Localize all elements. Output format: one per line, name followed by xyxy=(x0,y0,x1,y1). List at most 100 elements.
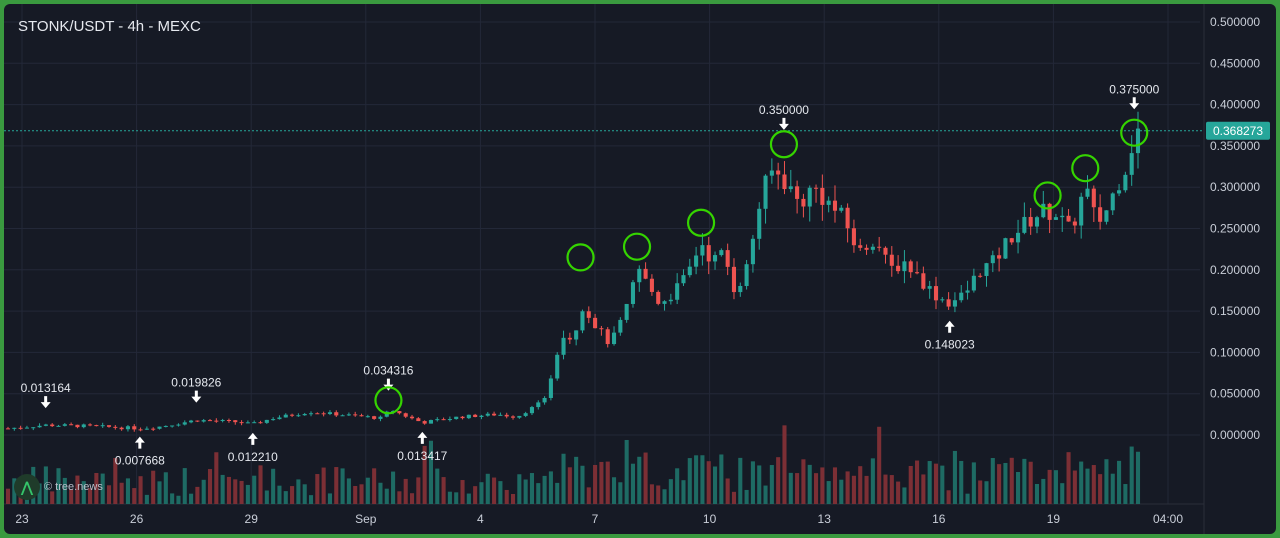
volume-bar xyxy=(94,473,99,504)
volume-bar xyxy=(662,489,667,504)
candle-body xyxy=(144,428,149,430)
candle-body xyxy=(656,291,661,304)
volume-bar xyxy=(1110,473,1115,504)
volume-bar xyxy=(763,485,768,504)
volume-bar xyxy=(428,440,434,504)
candle-body xyxy=(485,413,490,416)
volume-bar xyxy=(75,475,80,504)
volume-bar xyxy=(201,479,206,504)
volume-bar xyxy=(1085,468,1090,504)
candle-body xyxy=(599,328,604,330)
volume-bar xyxy=(542,475,547,504)
volume-bar xyxy=(252,475,257,504)
price-tick-label: 0.450000 xyxy=(1210,56,1260,70)
candle-body xyxy=(504,414,509,417)
candle-body xyxy=(1022,216,1027,233)
candle-body xyxy=(163,425,168,427)
volume-bar xyxy=(170,493,175,504)
price-annotation-label: 0.148023 xyxy=(925,338,975,352)
candle-body xyxy=(997,255,1002,259)
candle-body xyxy=(643,268,648,279)
volume-bar xyxy=(157,481,162,504)
candle-body xyxy=(1079,196,1084,226)
volume-bar xyxy=(498,481,503,504)
volume-bar xyxy=(365,477,370,504)
candle-body xyxy=(182,422,187,425)
price-annotation-label: 0.012210 xyxy=(228,450,278,464)
price-annotation-label: 0.007668 xyxy=(115,454,165,468)
time-tick-label: 4 xyxy=(477,512,484,526)
volume-bar xyxy=(1091,465,1096,504)
price-tick-label: 0.500000 xyxy=(1210,15,1260,29)
volume-bar xyxy=(422,445,427,504)
candle-body xyxy=(1104,210,1109,222)
candle-body xyxy=(593,317,598,329)
candle-body xyxy=(946,299,951,307)
candle-body xyxy=(1060,215,1065,218)
volume-bar xyxy=(997,464,1002,504)
volume-bar xyxy=(921,474,926,504)
candle-body xyxy=(207,420,213,422)
volume-bar xyxy=(807,464,812,504)
volume-bar xyxy=(18,493,23,504)
volume-bar xyxy=(207,469,213,504)
volume-bar xyxy=(1098,474,1103,504)
volume-bar xyxy=(946,490,951,504)
candlestick-chart[interactable]: 0.500000 0.450000 0.400000 0.350000 0.300000… xyxy=(4,4,1276,534)
candle-body xyxy=(1009,238,1014,243)
time-tick-label: 23 xyxy=(15,512,29,526)
arrow-up-icon xyxy=(134,436,145,449)
volume-bar xyxy=(750,461,755,504)
volume-bar xyxy=(694,455,699,504)
volume-bar xyxy=(858,466,863,504)
candle-body xyxy=(750,238,755,265)
volume-bar xyxy=(435,468,440,504)
candle-body xyxy=(125,426,130,430)
candle-body xyxy=(214,420,219,422)
candle-body xyxy=(933,286,939,301)
candle-body xyxy=(372,416,377,419)
volume-bar xyxy=(1066,452,1071,504)
price-tick-label: 0.350000 xyxy=(1210,139,1260,153)
candle-body xyxy=(498,414,503,416)
volume-bar xyxy=(618,482,623,504)
candle-body xyxy=(447,419,452,421)
volume-bar xyxy=(908,465,913,504)
time-tick-label: 04:00 xyxy=(1153,512,1183,526)
volume-bar xyxy=(1072,470,1077,504)
candle-body xyxy=(119,427,124,430)
candle-body xyxy=(959,292,964,301)
volume-bar xyxy=(712,466,718,504)
volume-bar xyxy=(870,458,875,504)
candle-body xyxy=(1072,221,1077,226)
candle-body xyxy=(5,428,11,430)
volume-bar xyxy=(687,458,692,504)
volume-bar xyxy=(233,479,238,504)
volume-bar xyxy=(1117,460,1122,504)
candle-body xyxy=(1117,190,1122,194)
volume-bar xyxy=(656,485,661,504)
time-tick-label: 29 xyxy=(245,512,259,526)
candle-body xyxy=(782,174,787,190)
volume-bar xyxy=(725,478,730,504)
candle-body xyxy=(1123,174,1128,191)
volume-bar xyxy=(965,493,970,504)
tree-news-logo-icon: ⋀ xyxy=(14,474,40,500)
volume-bar xyxy=(353,485,358,504)
volume-bar xyxy=(245,484,250,504)
volume-bar xyxy=(902,487,907,504)
volume-bar xyxy=(378,482,383,504)
volume-bar xyxy=(517,474,522,504)
volume-bar xyxy=(1009,457,1014,504)
candle-body xyxy=(308,413,314,415)
volume-bar xyxy=(88,488,93,504)
volume-bar xyxy=(492,477,497,504)
time-tick-label: 7 xyxy=(592,512,599,526)
volume-bar xyxy=(889,475,894,504)
volume-bar xyxy=(397,491,402,504)
candle-body xyxy=(990,255,995,264)
candle-body xyxy=(239,422,244,424)
volume-bar xyxy=(681,480,686,504)
highlight-circle xyxy=(769,130,799,159)
volume-bar xyxy=(504,489,509,504)
